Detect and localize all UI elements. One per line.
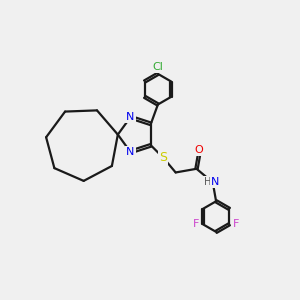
Text: O: O xyxy=(195,145,203,155)
Text: S: S xyxy=(159,151,167,164)
Text: H: H xyxy=(204,177,211,187)
Text: F: F xyxy=(193,219,200,229)
Text: F: F xyxy=(232,219,239,229)
Text: Cl: Cl xyxy=(152,62,163,72)
Text: N: N xyxy=(126,147,135,157)
Text: N: N xyxy=(126,112,135,122)
Text: N: N xyxy=(211,177,219,188)
